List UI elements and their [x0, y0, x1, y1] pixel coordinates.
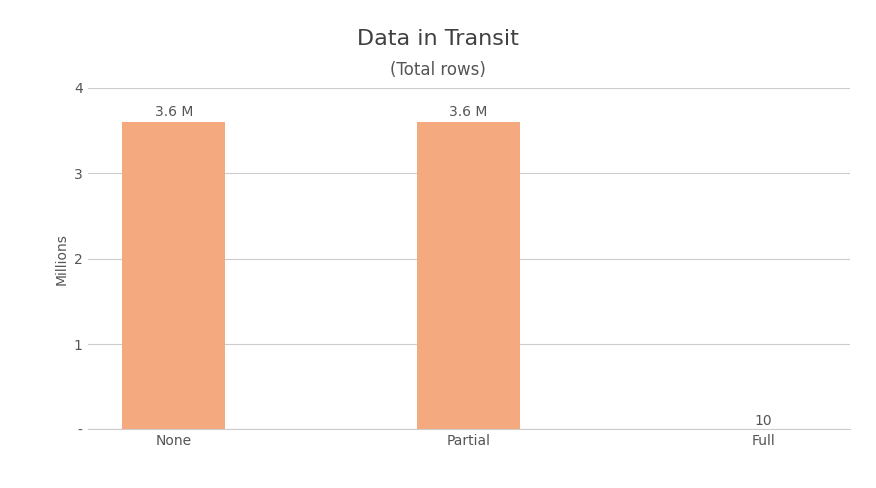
Text: 10: 10	[754, 414, 773, 427]
Text: Data in Transit: Data in Transit	[357, 29, 519, 49]
Bar	[123, 122, 225, 429]
Text: 3.6 M: 3.6 M	[155, 104, 193, 119]
Text: 3.6 M: 3.6 M	[449, 104, 488, 119]
Text: (Total rows): (Total rows)	[390, 61, 486, 79]
Y-axis label: Millions: Millions	[54, 233, 68, 285]
Bar	[417, 122, 520, 429]
